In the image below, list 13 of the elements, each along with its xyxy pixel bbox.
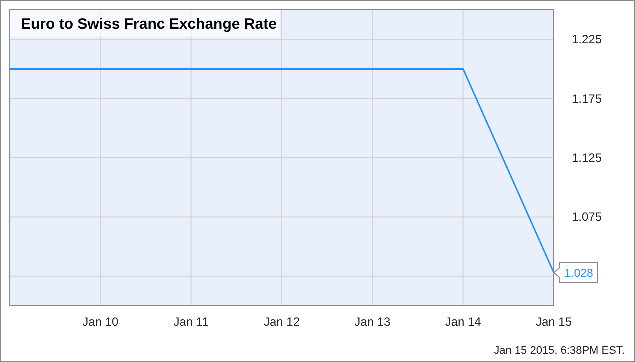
y-tick-label: 1.075 [572,210,602,224]
x-tick-label: Jan 11 [174,315,210,329]
x-tick-label: Jan 15 [536,315,572,329]
text: Jan 15 2015, 6:38PM EST. [494,345,625,357]
x-tick-label: Jan 14 [445,315,482,329]
x-tick-label: Jan 10 [82,315,120,329]
y-tick-label: 1.175 [572,92,602,106]
x-tick-label: Jan 12 [264,315,300,329]
x-tick-label: Jan 13 [354,315,392,329]
y-tick-label: 1.125 [572,151,602,165]
data-label: 1.028 [564,268,594,280]
chart-title: Euro to Swiss Franc Exchange Rate [21,16,277,33]
y-tick-label: 1.225 [572,32,602,47]
